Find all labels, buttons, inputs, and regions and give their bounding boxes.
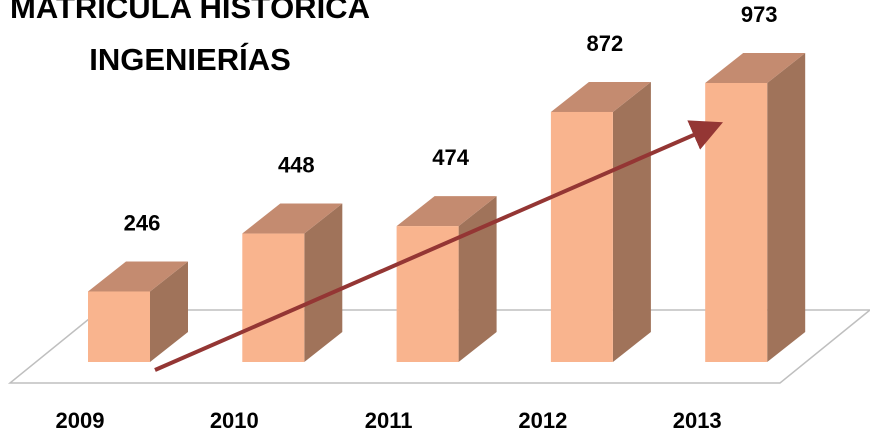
bar-front xyxy=(705,83,768,362)
x-tick-label: 2011 xyxy=(365,408,413,433)
bars xyxy=(88,53,806,363)
bar xyxy=(550,81,651,363)
bar-top xyxy=(550,81,651,112)
chart-title: MATRÍCULA HISTÓRICA xyxy=(10,0,370,25)
x-tick-label: 2010 xyxy=(210,408,259,433)
value-label: 474 xyxy=(432,145,469,170)
bar-top xyxy=(88,261,188,292)
trend-arrow xyxy=(154,120,723,372)
bar-front xyxy=(550,111,613,363)
value-label: 246 xyxy=(124,210,161,235)
bar-side xyxy=(612,81,651,363)
x-tick-label: 2009 xyxy=(56,408,105,433)
bar-side xyxy=(304,203,343,362)
bar-front xyxy=(88,291,150,362)
bar xyxy=(242,203,343,362)
bar xyxy=(705,53,806,362)
bar-top xyxy=(705,53,806,83)
value-label: 973 xyxy=(741,2,778,27)
bar-top xyxy=(396,196,497,227)
bar-front xyxy=(242,233,305,362)
x-tick-label: 2012 xyxy=(518,408,567,433)
bar-top xyxy=(242,203,343,234)
bar-side xyxy=(150,261,188,362)
bar xyxy=(396,196,497,362)
bar-side xyxy=(767,53,806,362)
chart-subtitle: INGENIERÍAS xyxy=(89,42,291,77)
bar xyxy=(88,261,188,362)
value-label: 872 xyxy=(587,31,624,56)
bar-side xyxy=(458,196,497,362)
x-tick-label: 2013 xyxy=(673,408,722,433)
value-label: 448 xyxy=(278,152,315,177)
bar-front xyxy=(396,226,459,362)
